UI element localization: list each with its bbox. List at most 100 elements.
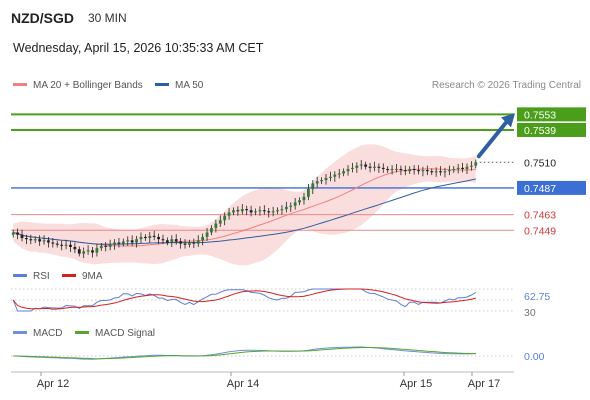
forecast-arrow-shaft [476,119,509,159]
x-tick-label: Apr 15 [400,378,432,390]
candle-body [329,176,332,178]
candle-body [377,166,381,168]
candle-body [64,244,68,246]
x-tick-label: Apr 12 [37,378,69,390]
candle-body [166,240,169,243]
candle-body [135,239,138,243]
candle-body [474,162,478,166]
legend-macd-signal-label: MACD Signal [95,328,156,339]
candle-body [104,245,108,247]
candle-body [373,166,376,168]
candle-body [267,211,271,213]
candle-body [218,220,222,224]
candle-body [196,240,200,244]
legend-ma50: MA 50 [155,80,203,91]
candle-body [245,209,249,211]
rsi-last-label: 62.75 [524,291,550,303]
datetime-label: Wednesday, April 15, 2026 10:35:33 AM CE… [13,41,264,55]
candle-body [174,239,178,242]
candle-body [351,167,354,169]
candle-body [430,171,434,173]
candle-body [148,235,152,239]
support-label: 0.7463 [524,210,556,222]
candle-body [201,236,205,241]
candle-body [60,244,64,246]
candle-body [236,210,240,212]
pivot-label: 0.7487 [524,183,556,195]
candle-body [390,168,394,171]
ma50-line [13,178,476,245]
rsi-swatch [13,273,27,277]
resistance-label: 0.7553 [524,109,556,121]
candle-body [95,248,99,253]
candle-body [311,183,315,190]
candle-body [262,210,266,212]
candle-body [227,212,231,216]
support-label: 0.7449 [524,225,556,237]
candle-body [381,167,385,169]
candle-body [214,223,218,229]
candle-body [179,241,183,244]
candle-body [192,242,196,244]
macd-line [13,346,476,360]
candle-body [447,170,451,172]
candle-body [315,181,319,184]
candle-body [108,244,112,247]
candle-body [456,167,460,169]
rsi-ma-swatch [62,273,76,277]
resistance-box [517,122,586,137]
candle-body [425,170,429,172]
resistance-box [517,107,586,122]
candle-body [47,240,50,243]
candle-body [293,202,297,206]
candle-body [284,206,288,210]
macd-signal-swatch [75,330,89,334]
candle-body [461,167,464,169]
candle-body [16,232,20,235]
candle-body [77,249,81,254]
candle-body [121,241,125,244]
candle-body [117,242,121,244]
candle-body [11,232,15,235]
candle-body [139,236,143,240]
bollinger-band [13,144,476,266]
timeframe-label: 30 MIN [88,11,127,25]
candle-body [443,171,447,173]
legend-macd: MACD [13,328,62,339]
pair-title: NZD/SGD [11,10,74,26]
candle-body [113,242,116,245]
candle-body [73,246,77,250]
candle-body [157,236,160,240]
candle-body [386,168,390,171]
legend-macd-signal: MACD Signal [75,328,155,339]
rsi-line [12,288,477,312]
candle-body [289,205,293,207]
candle-body [421,170,425,172]
candle-body [130,240,134,243]
legend-rsi-ma: 9MA [62,271,103,282]
x-tick-label: Apr 17 [468,378,500,390]
candle-body [51,242,55,244]
candle-body [55,243,59,245]
forecast-arrow-head [501,113,515,128]
candle-body [306,189,310,197]
candle-body [298,200,301,203]
candle-body [271,211,275,213]
pivot-box [517,180,586,195]
candle-body [399,168,403,171]
candle-body [452,168,456,171]
candle-body [91,250,94,253]
candle-body [232,210,235,213]
candle-body [342,171,346,174]
candle-body [29,239,33,241]
ma20-swatch [13,82,27,86]
candle-body [99,245,103,249]
candle-body [439,171,442,173]
candle-body [183,243,187,245]
credit-text: Research © 2026 Trading Central [431,80,581,91]
candle-body [210,228,213,233]
candle-body [276,210,279,212]
candle-body [346,168,350,172]
candle-body [126,240,130,242]
